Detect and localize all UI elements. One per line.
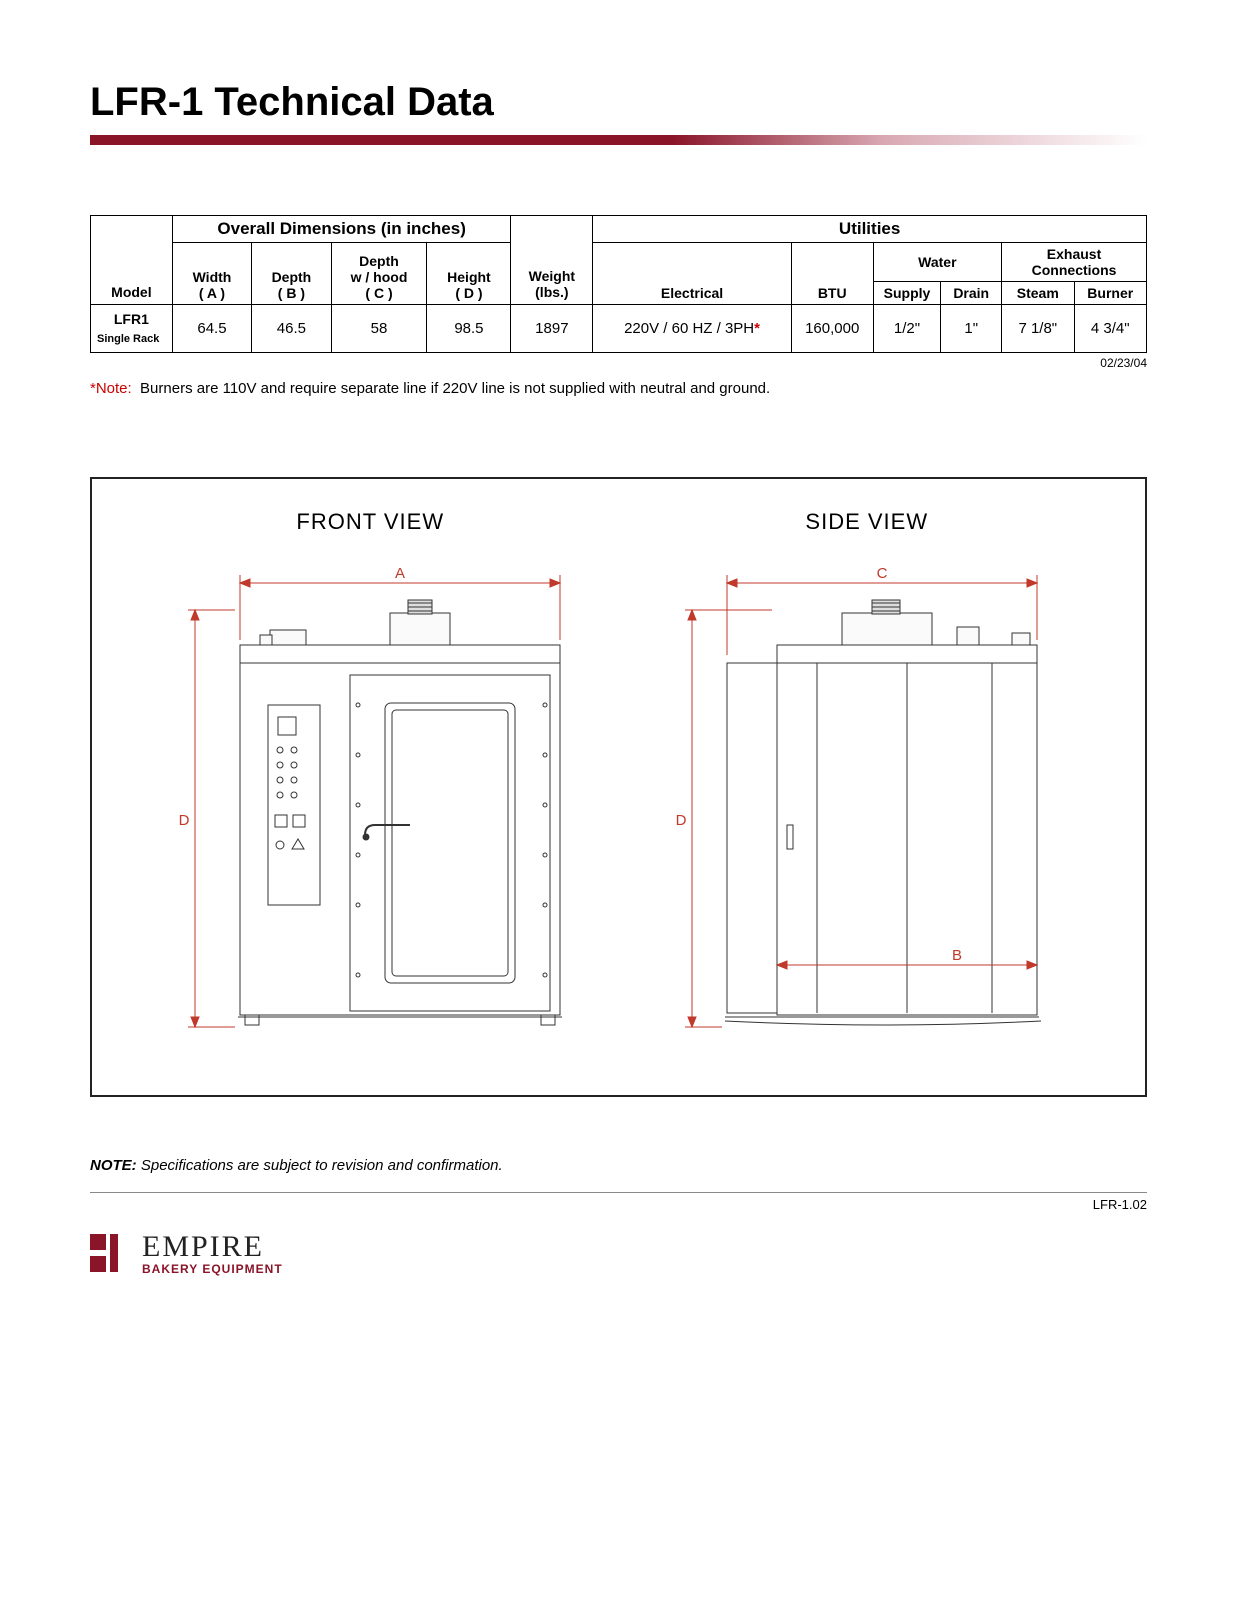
page-code: LFR-1.02 [90,1197,1147,1212]
col-water-supply: Supply [873,281,941,304]
col-depth-hood-sub1: w / hood [351,269,408,285]
col-depth-hood: Depth w / hood ( C ) [331,242,427,304]
col-exhaust-burner: Burner [1074,281,1147,304]
col-weight-sub: (lbs.) [535,284,568,300]
page-title: LFR-1 Technical Data [90,80,1147,125]
brand-sub: BAKERY EQUIPMENT [142,1262,283,1276]
title-rule [90,135,1147,145]
col-depth-sub: ( B ) [278,285,305,301]
table-row: Width ( A ) Depth ( B ) Depth w / hood (… [91,242,1147,281]
col-width: Width ( A ) [172,242,251,304]
col-height-label: Height [447,269,491,285]
col-water-drain: Drain [941,281,1002,304]
bottom-note: NOTE: Specifications are subject to revi… [90,1157,1147,1174]
col-depth-hood-sub2: ( C ) [365,285,392,301]
note-line: *Note: Burners are 110V and require sepa… [90,380,1147,397]
cell-depth: 46.5 [252,304,331,352]
cell-exhaust-steam: 7 1/8" [1002,304,1074,352]
cell-water-drain: 1" [941,304,1002,352]
col-depth-hood-label: Depth [359,253,399,269]
side-view-diagram: C D B [657,555,1077,1055]
cell-depth-hood: 58 [331,304,427,352]
cell-model: LFR1 Single Rack [91,304,173,352]
side-view: SIDE VIEW [657,509,1077,1055]
front-view: FRONT VIEW [160,509,580,1055]
cell-model-sub: Single Rack [95,333,168,346]
dim-a-label: A [395,565,405,582]
cell-height: 98.5 [427,304,511,352]
note-text: Burners are 110V and require separate li… [140,380,770,397]
col-height: Height ( D ) [427,242,511,304]
col-depth-label: Depth [272,269,312,285]
revision-date: 02/23/04 [90,356,1147,370]
col-water: Water [873,242,1001,281]
col-exhaust-steam: Steam [1002,281,1074,304]
dim-d-label: D [179,812,190,829]
col-btu: BTU [791,242,873,304]
cell-btu: 160,000 [791,304,873,352]
col-height-sub: ( D ) [455,285,482,301]
cell-exhaust-burner: 4 3/4" [1074,304,1147,352]
brand-logo-icon [90,1234,130,1274]
cell-electrical-text: 220V / 60 HZ / 3PH [624,320,754,337]
cell-water-supply: 1/2" [873,304,941,352]
side-view-title: SIDE VIEW [805,509,928,535]
col-exhaust-sub: Connections [1032,262,1117,278]
col-group-utilities: Utilities [593,216,1147,243]
col-exhaust: Exhaust Connections [1002,242,1147,281]
footer-rule [90,1192,1147,1193]
dim-b-label: B [952,947,962,964]
cell-electrical: 220V / 60 HZ / 3PH* [593,304,792,352]
dim-c-label: C [876,565,887,582]
front-view-title: FRONT VIEW [296,509,444,535]
col-width-label: Width [193,269,232,285]
spec-table: Model Overall Dimensions (in inches) Wei… [90,215,1147,353]
dim-d-label-side: D [675,812,686,829]
cell-model-main: LFR1 [114,311,149,327]
brand-logo: EMPIRE BAKERY EQUIPMENT [90,1232,1147,1276]
brand-name: EMPIRE [142,1232,283,1262]
col-model: Model [91,216,173,305]
bottom-note-text: Specifications are subject to revision a… [141,1157,503,1174]
cell-electrical-mark: * [754,320,760,337]
cell-width: 64.5 [172,304,251,352]
col-weight-label: Weight [529,268,575,284]
table-row: Model Overall Dimensions (in inches) Wei… [91,216,1147,243]
col-exhaust-label: Exhaust [1047,246,1101,262]
drawing-container: FRONT VIEW [90,477,1147,1097]
table-row: LFR1 Single Rack 64.5 46.5 58 98.5 1897 … [91,304,1147,352]
col-group-dimensions: Overall Dimensions (in inches) [172,216,511,243]
col-weight: Weight (lbs.) [511,216,593,305]
col-width-sub: ( A ) [199,285,225,301]
front-view-diagram: A D [160,555,580,1055]
note-label: *Note: [90,380,132,397]
cell-weight: 1897 [511,304,593,352]
col-electrical: Electrical [593,242,792,304]
bottom-note-label: NOTE: [90,1157,137,1174]
col-depth: Depth ( B ) [252,242,331,304]
